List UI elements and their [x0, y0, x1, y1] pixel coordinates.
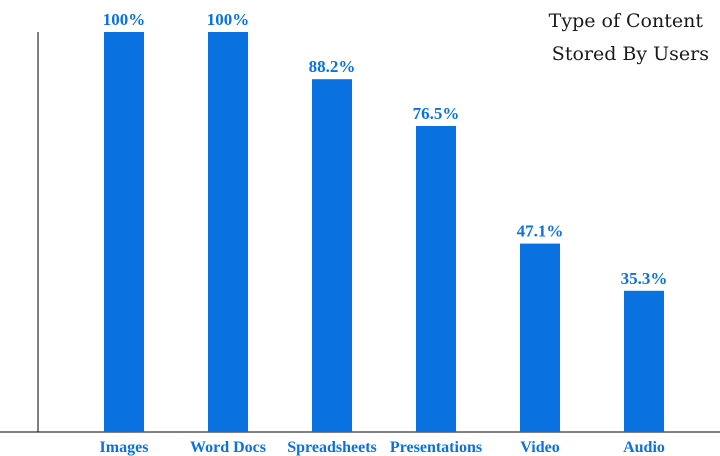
category-label: Images [100, 439, 149, 456]
bar-presentations [416, 126, 456, 432]
category-labels: Images Word Docs Spreadsheets Presentations… [100, 439, 665, 456]
bar-series [104, 32, 664, 432]
category-label: Spreadsheets [287, 439, 377, 456]
category-label: Audio [623, 439, 665, 456]
category-label: Video [520, 439, 559, 456]
bar-video [520, 243, 560, 432]
bar-images [104, 32, 144, 432]
category-label: Presentations [390, 439, 482, 456]
value-label: 100% [103, 10, 146, 29]
chart-title-line-1: Type of Content [549, 10, 704, 32]
bar-audio [624, 290, 664, 432]
value-label: 47.1% [517, 222, 564, 241]
chart-title-line-2: Stored By Users [552, 43, 709, 65]
bar-spreadsheets [312, 79, 352, 432]
value-label: 76.5% [413, 104, 460, 123]
bar-word-docs [208, 32, 248, 432]
value-label: 35.3% [621, 269, 668, 288]
chart-title: Type of Content Stored By Users [549, 10, 709, 65]
value-label: 88.2% [309, 57, 356, 76]
category-label: Word Docs [190, 439, 266, 456]
value-labels: 100% 100% 88.2% 76.5% 47.1% 35.3% [103, 10, 668, 288]
value-label: 100% [207, 10, 250, 29]
